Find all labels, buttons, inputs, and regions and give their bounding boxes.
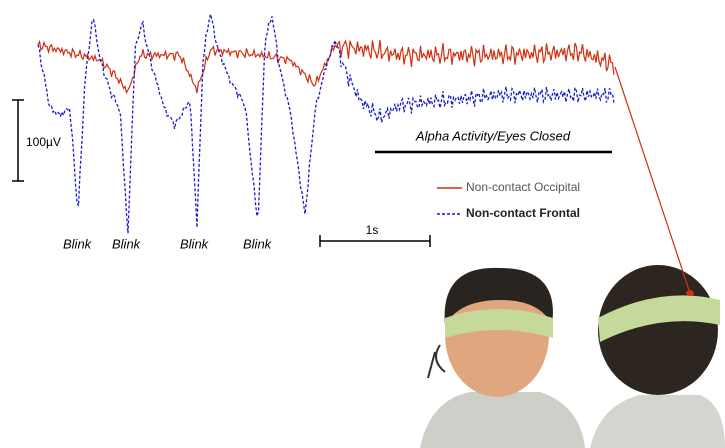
photo-back: [590, 265, 725, 448]
blink-label: Blink: [243, 236, 273, 251]
trace-frontal: [37, 14, 615, 234]
legend-label: Non-contact Occipital: [466, 180, 580, 194]
alpha-label: Alpha Activity/Eyes Closed: [415, 128, 571, 143]
blink-label: Blink: [63, 236, 93, 251]
time-label: 1s: [366, 223, 379, 237]
blink-label: Blink: [180, 236, 210, 251]
legend-label: Non-contact Frontal: [466, 206, 580, 220]
trace-occipital: [37, 39, 615, 95]
blink-label: Blink: [112, 236, 142, 251]
photo-front: [420, 267, 585, 448]
electrode-pointer: [614, 66, 691, 294]
scale-label: 100µV: [26, 135, 61, 149]
